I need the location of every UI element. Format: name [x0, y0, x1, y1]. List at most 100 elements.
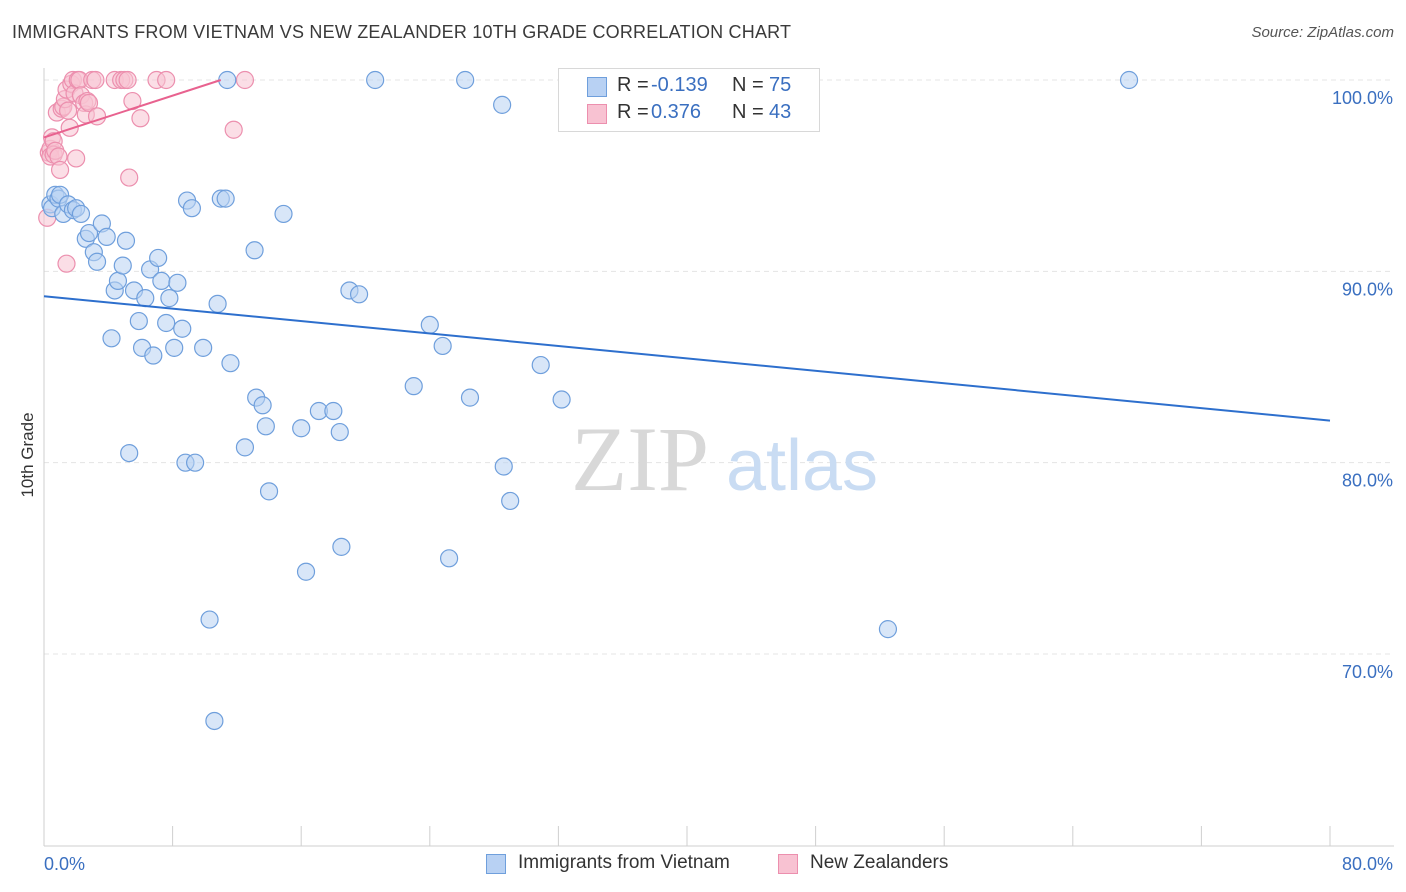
data-point-immigrants-from-vietnam — [324, 401, 343, 421]
stats-n-value: 75 — [769, 74, 792, 96]
data-point-immigrants-from-vietnam — [235, 438, 255, 457]
data-point-immigrants-from-vietnam — [79, 223, 99, 243]
data-point-immigrants-from-vietnam — [292, 419, 311, 438]
data-point-immigrants-from-vietnam — [194, 338, 213, 357]
data-point-immigrants-from-vietnam — [878, 620, 898, 639]
legend: Immigrants from Vietnam New Zealanders — [0, 852, 1406, 876]
stats-swatch-blue — [587, 77, 607, 97]
data-point-new-zealanders — [224, 120, 243, 139]
data-point-immigrants-from-vietnam — [259, 482, 279, 501]
x-tick-label: 80.0% — [1342, 854, 1393, 874]
data-point-immigrants-from-vietnam — [136, 289, 155, 308]
stats-swatch-pink — [587, 104, 607, 124]
y-tick-label: 100.0% — [1332, 88, 1393, 108]
data-point-immigrants-from-vietnam — [71, 204, 91, 224]
tick-labels: 70.0% 80.0% 90.0% 100.0% 0.0% 80.0% — [44, 88, 1393, 874]
data-point-new-zealanders — [120, 168, 139, 187]
data-point-immigrants-from-vietnam — [493, 95, 512, 114]
trend-line-new-zealanders — [43, 79, 222, 139]
legend-swatch-blue — [486, 854, 506, 874]
data-point-immigrants-from-vietnam — [102, 329, 121, 348]
data-point-new-zealanders — [131, 109, 150, 128]
data-point-immigrants-from-vietnam — [218, 70, 237, 90]
data-point-immigrants-from-vietnam — [494, 457, 513, 476]
data-point-immigrants-from-vietnam — [501, 491, 520, 511]
watermark: ZIP atlas — [571, 408, 878, 510]
data-point-immigrants-from-vietnam — [97, 227, 116, 246]
series-new-zealanders — [38, 70, 255, 273]
legend-swatch-pink — [778, 854, 798, 874]
data-point-immigrants-from-vietnam — [456, 70, 475, 90]
data-point-immigrants-from-vietnam — [87, 252, 107, 271]
watermark-atlas: atlas — [726, 426, 878, 506]
data-point-immigrants-from-vietnam — [439, 549, 459, 568]
data-point-immigrants-from-vietnam — [460, 388, 480, 407]
data-point-immigrants-from-vietnam — [221, 354, 240, 373]
y-tick-label: 70.0% — [1342, 662, 1393, 682]
grid-layer — [44, 79, 1394, 655]
data-point-new-zealanders — [67, 149, 86, 168]
data-point-immigrants-from-vietnam — [173, 319, 192, 338]
stats-r-value: -0.139 — [651, 74, 708, 96]
data-point-immigrants-from-vietnam — [108, 271, 128, 290]
y-axis-label: 10th Grade — [18, 412, 37, 498]
data-point-immigrants-from-vietnam — [168, 273, 187, 292]
series-immigrants-from-vietnam — [41, 70, 1139, 731]
data-point-immigrants-from-vietnam — [552, 390, 571, 409]
stats-r-label: R = — [617, 74, 649, 96]
data-point-new-zealanders — [86, 70, 105, 90]
source-label: Source: ZipAtlas.com — [1251, 24, 1394, 41]
data-point-immigrants-from-vietnam — [349, 285, 369, 304]
stats-n-label: N = — [732, 74, 764, 96]
trend-line-vietnam — [43, 295, 1331, 422]
data-point-immigrants-from-vietnam — [165, 338, 184, 357]
data-point-immigrants-from-vietnam — [149, 248, 168, 268]
data-point-immigrants-from-vietnam — [420, 315, 439, 335]
axes-layer — [43, 68, 1394, 847]
data-point-immigrants-from-vietnam — [113, 256, 132, 275]
legend-label-vietnam: Immigrants from Vietnam — [518, 852, 730, 873]
data-point-immigrants-from-vietnam — [245, 241, 264, 260]
data-point-immigrants-from-vietnam — [116, 231, 136, 250]
stats-box: R = -0.139 N = 75 R = 0.376 N = 43 — [558, 68, 820, 132]
stats-r-label: R = — [617, 101, 649, 123]
data-point-new-zealanders — [235, 70, 255, 90]
data-point-new-zealanders — [59, 101, 78, 120]
data-point-immigrants-from-vietnam — [531, 355, 550, 375]
data-point-immigrants-from-vietnam — [256, 417, 275, 436]
data-point-immigrants-from-vietnam — [404, 377, 423, 396]
stats-row-new-zealanders: R = 0.376 N = 43 — [559, 101, 819, 127]
data-point-new-zealanders — [118, 70, 137, 90]
legend-label-new-zealanders: New Zealanders — [810, 852, 949, 873]
data-point-new-zealanders — [79, 93, 99, 113]
data-point-immigrants-from-vietnam — [253, 396, 272, 415]
data-point-immigrants-from-vietnam — [296, 562, 316, 581]
data-point-immigrants-from-vietnam — [129, 311, 148, 331]
data-point-immigrants-from-vietnam — [332, 537, 351, 556]
stats-row-vietnam: R = -0.139 N = 75 — [559, 74, 819, 100]
data-point-immigrants-from-vietnam — [366, 70, 385, 90]
stats-n-value: 43 — [769, 101, 792, 123]
data-point-immigrants-from-vietnam — [433, 336, 452, 356]
data-point-immigrants-from-vietnam — [157, 313, 176, 333]
data-point-immigrants-from-vietnam — [144, 346, 163, 365]
data-point-immigrants-from-vietnam — [120, 444, 139, 463]
data-point-new-zealanders — [50, 160, 70, 180]
stats-n-label: N = — [732, 101, 764, 123]
data-point-immigrants-from-vietnam — [274, 204, 293, 224]
data-point-immigrants-from-vietnam — [208, 294, 227, 313]
data-point-immigrants-from-vietnam — [205, 711, 224, 731]
chart-title: IMMIGRANTS FROM VIETNAM VS NEW ZEALANDER… — [12, 22, 792, 42]
data-point-new-zealanders — [60, 118, 79, 137]
data-point-immigrants-from-vietnam — [200, 610, 219, 629]
data-point-new-zealanders — [57, 254, 76, 273]
data-point-immigrants-from-vietnam — [1119, 70, 1139, 90]
data-point-immigrants-from-vietnam — [160, 289, 179, 308]
trend-lines — [43, 79, 1331, 422]
data-point-new-zealanders — [157, 70, 176, 90]
data-point-immigrants-from-vietnam — [330, 422, 349, 442]
stats-r-value: 0.376 — [651, 101, 702, 123]
data-point-immigrants-from-vietnam — [186, 453, 205, 472]
y-tick-label: 90.0% — [1342, 279, 1393, 299]
